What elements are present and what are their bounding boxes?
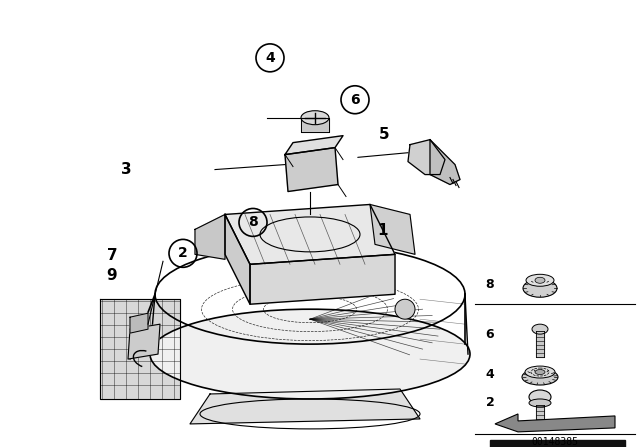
- Ellipse shape: [529, 399, 551, 407]
- Circle shape: [395, 299, 415, 319]
- Ellipse shape: [523, 279, 557, 297]
- Polygon shape: [225, 204, 395, 264]
- PathPatch shape: [495, 414, 615, 432]
- Ellipse shape: [526, 274, 554, 286]
- Polygon shape: [408, 140, 445, 175]
- Polygon shape: [301, 118, 329, 132]
- Ellipse shape: [150, 309, 470, 399]
- Text: 4: 4: [265, 51, 275, 65]
- Text: 6: 6: [350, 93, 360, 107]
- Ellipse shape: [529, 390, 551, 404]
- Text: 9: 9: [107, 268, 117, 283]
- Polygon shape: [100, 299, 180, 399]
- Polygon shape: [190, 389, 420, 424]
- Polygon shape: [285, 148, 338, 191]
- Polygon shape: [225, 215, 250, 304]
- Polygon shape: [536, 331, 544, 357]
- Polygon shape: [370, 204, 415, 254]
- Ellipse shape: [535, 370, 545, 375]
- Polygon shape: [130, 313, 148, 333]
- Text: 7: 7: [107, 248, 117, 263]
- Ellipse shape: [525, 366, 555, 378]
- Polygon shape: [195, 215, 225, 259]
- Text: 2: 2: [486, 396, 494, 409]
- Polygon shape: [536, 405, 544, 429]
- Text: 6: 6: [486, 327, 494, 340]
- Ellipse shape: [532, 324, 548, 334]
- Polygon shape: [490, 440, 625, 448]
- Text: 8: 8: [248, 215, 258, 229]
- Text: 4: 4: [486, 367, 494, 380]
- Ellipse shape: [301, 111, 329, 125]
- Text: 00148385: 00148385: [531, 437, 579, 447]
- Polygon shape: [430, 140, 460, 185]
- Polygon shape: [250, 254, 395, 304]
- Polygon shape: [128, 324, 160, 359]
- Text: 5: 5: [379, 127, 389, 142]
- Ellipse shape: [522, 369, 558, 385]
- Text: 8: 8: [486, 278, 494, 291]
- Text: 1: 1: [378, 223, 388, 238]
- Text: 3: 3: [121, 162, 131, 177]
- Polygon shape: [285, 136, 343, 155]
- Ellipse shape: [535, 277, 545, 283]
- Text: 2: 2: [178, 246, 188, 260]
